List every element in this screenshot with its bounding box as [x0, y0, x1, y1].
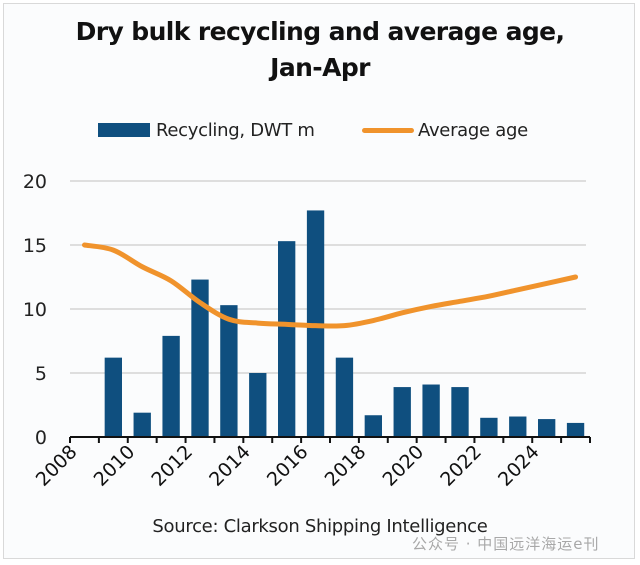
average-age-line	[81, 242, 579, 329]
bar-2012	[191, 279, 209, 437]
y-tick-label-0: 0	[35, 427, 47, 449]
bar-2015	[278, 241, 296, 437]
bar-2023	[509, 416, 527, 437]
bar-2018	[364, 415, 382, 437]
y-axis-tick-labels: 0 5 10 15 20	[23, 171, 47, 449]
x-tick-label-2024: 2024	[494, 441, 544, 491]
x-tick-label-2014: 2014	[205, 441, 255, 491]
bar-2014	[249, 373, 267, 437]
bar-2022	[480, 417, 498, 437]
x-tick-label-2022: 2022	[436, 441, 486, 491]
bar-2019	[393, 387, 411, 437]
bar-2017	[335, 357, 354, 437]
bar-2011	[162, 335, 180, 437]
x-axis-tick-labels: 2008 2010 2012 2014 2016 2018 2020 2022 2024	[32, 441, 544, 491]
y-tick-label-5: 5	[35, 363, 47, 385]
chart-title: Dry bulk recycling and average age, Jan-…	[0, 14, 640, 86]
legend-label-average-age: Average age	[418, 119, 528, 141]
bar-2021	[451, 387, 469, 437]
bar-2024	[538, 419, 556, 437]
legend-item-average-age: Average age	[362, 116, 528, 144]
x-tick-label-2020: 2020	[378, 441, 428, 491]
bars-recycling	[104, 210, 585, 437]
bar-2013	[220, 305, 238, 437]
x-tick-label-2018: 2018	[321, 441, 371, 491]
x-axis	[69, 436, 591, 443]
bar-2020	[422, 384, 440, 437]
bar-2025	[566, 422, 585, 437]
legend-label-recycling: Recycling, DWT m	[156, 119, 315, 141]
y-tick-label-20: 20	[23, 171, 47, 193]
legend: Recycling, DWT m Average age	[0, 116, 640, 144]
source-note: Source: Clarkson Shipping Intelligence	[152, 516, 488, 537]
y-tick-label-15: 15	[23, 235, 47, 257]
legend-swatch-line-icon	[362, 127, 414, 133]
bar-2009	[104, 357, 122, 437]
x-tick-label-2016: 2016	[263, 441, 313, 491]
chart-title-line-1: Dry bulk recycling and average age,	[75, 17, 565, 46]
y-tick-label-10: 10	[23, 299, 47, 321]
legend-item-recycling: Recycling, DWT m	[98, 116, 315, 144]
legend-swatch-bar-icon	[98, 123, 150, 137]
gridlines	[70, 180, 586, 374]
line-average-age	[81, 242, 579, 329]
chart-title-line-2: Jan-Apr	[270, 53, 370, 82]
watermark: 公众号 · 中国远洋海运e刊	[412, 535, 600, 553]
x-tick-label-2010: 2010	[90, 441, 140, 491]
x-tick-label-2012: 2012	[147, 441, 197, 491]
bar-2010	[133, 412, 151, 437]
